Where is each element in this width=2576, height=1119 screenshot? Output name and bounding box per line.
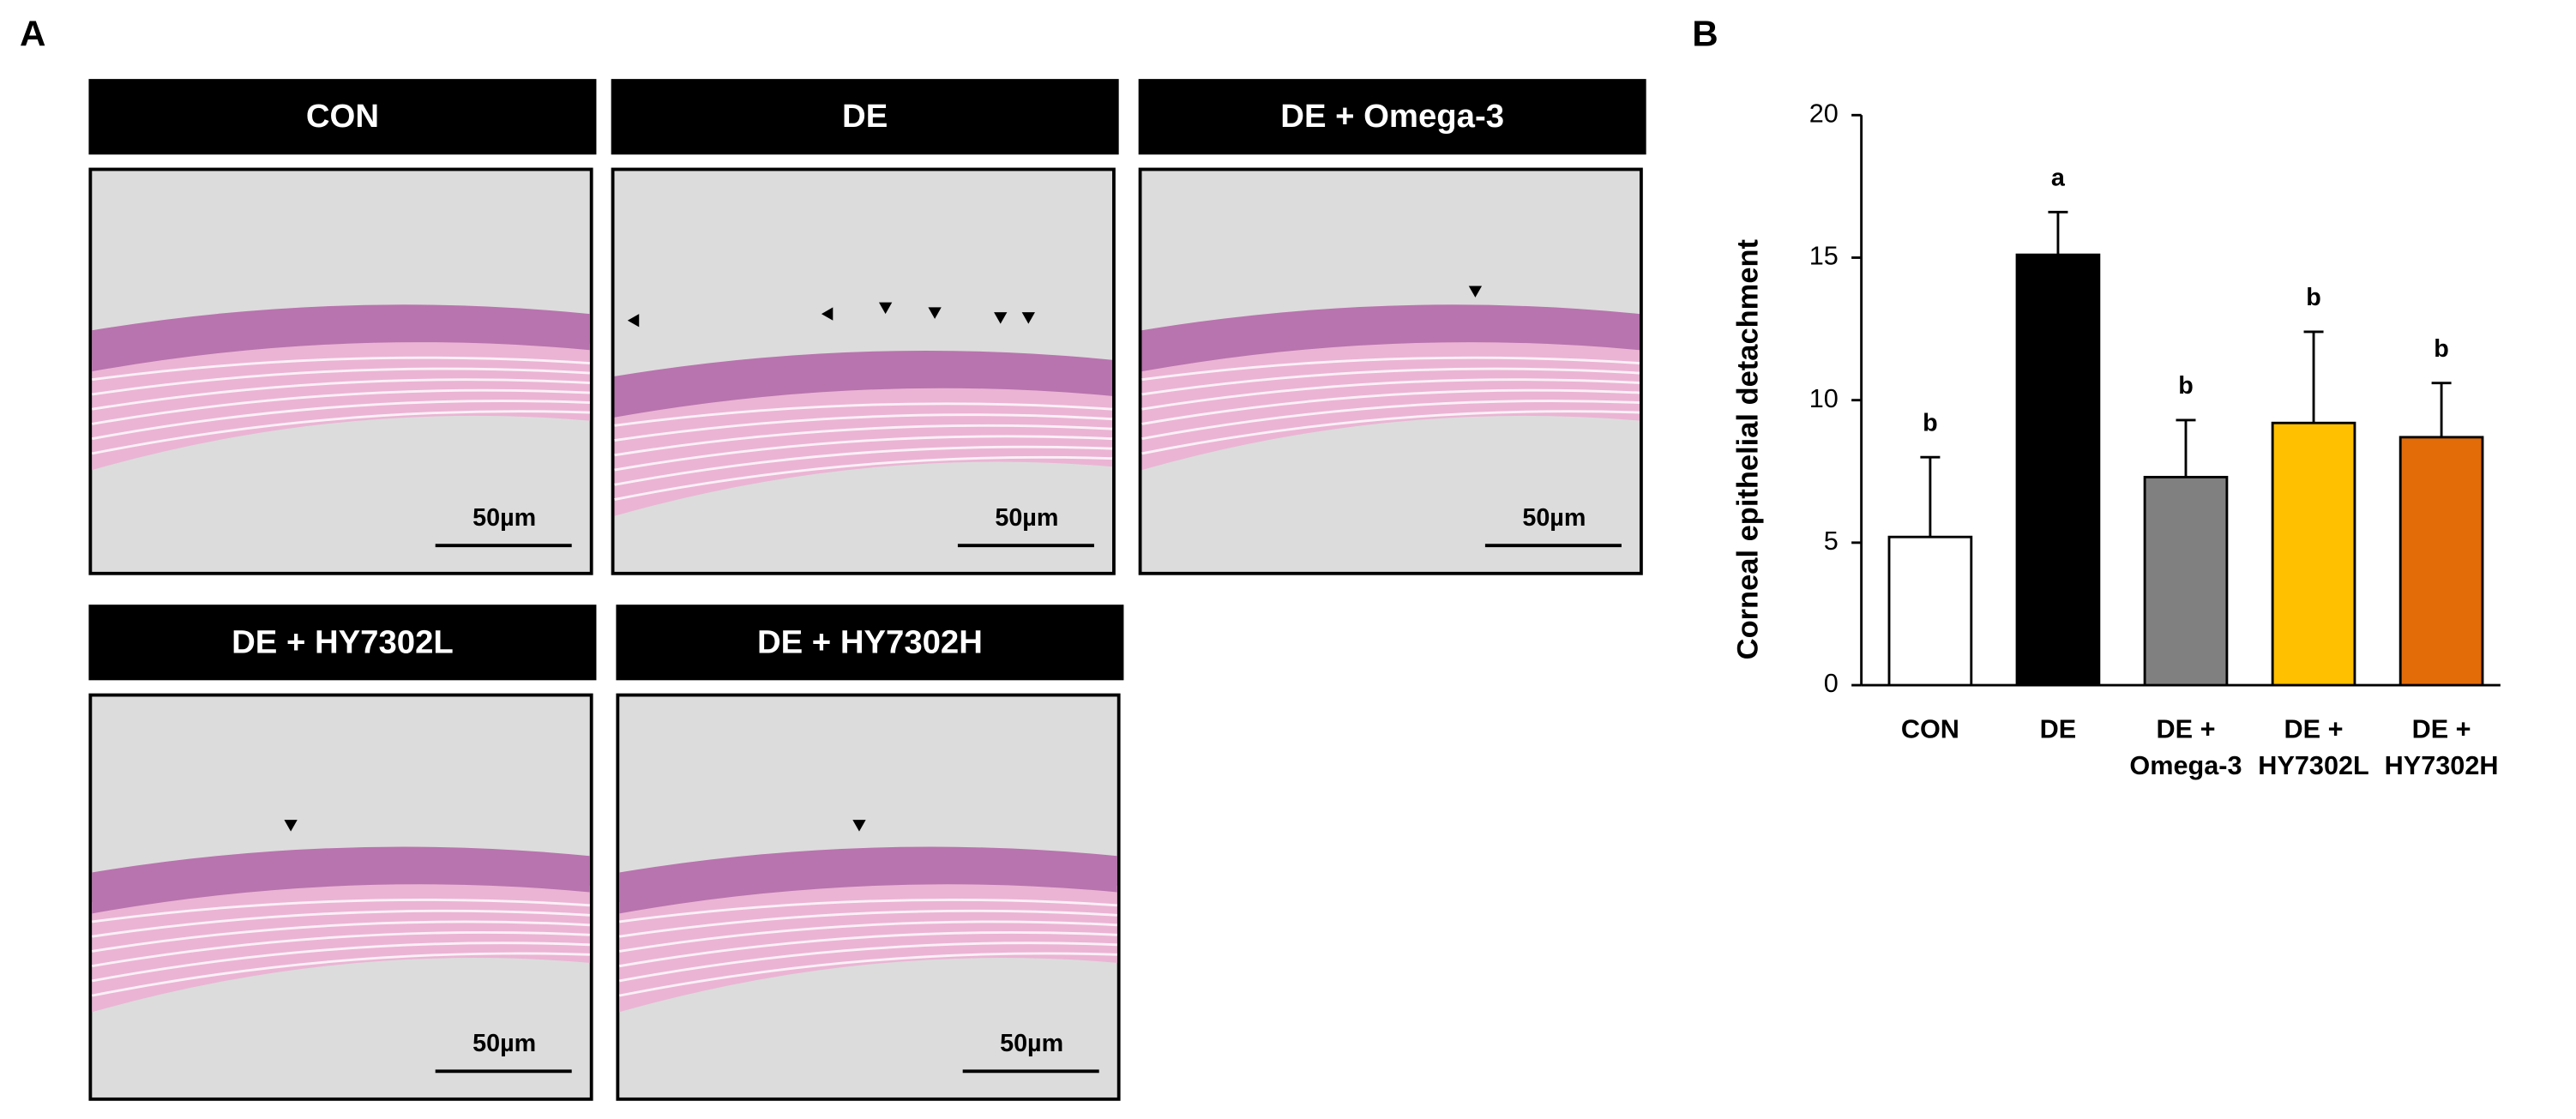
error-bar <box>2431 382 2452 437</box>
significance-letter: b <box>2178 372 2194 400</box>
collagen <box>92 920 590 953</box>
collagen <box>1141 367 1640 396</box>
collagen <box>92 898 590 923</box>
collagen <box>92 930 590 968</box>
y-tick-label: 10 <box>1809 384 1839 413</box>
significance-letter: b <box>1923 409 1938 436</box>
title-bar <box>611 79 1119 155</box>
epithelium <box>619 846 1117 914</box>
scale-bar-label: 50µm <box>995 504 1058 532</box>
image-title: DE <box>842 98 888 135</box>
collagen <box>92 388 590 425</box>
scale-bar-label: 50µm <box>1522 504 1586 532</box>
epithelium <box>92 846 590 914</box>
collagen <box>92 952 590 997</box>
collagen <box>614 435 1113 472</box>
collagen <box>618 952 1117 997</box>
y-tick-label: 5 <box>1824 526 1839 556</box>
collagen <box>92 378 590 411</box>
collagen <box>614 424 1113 457</box>
collagen <box>92 909 590 938</box>
bar <box>2271 421 2356 687</box>
epithelium <box>1141 304 1640 372</box>
significance-letter: b <box>2434 335 2449 363</box>
arrowhead <box>821 307 834 321</box>
collagen <box>619 898 1117 923</box>
image-title: DE + HY7302L <box>232 623 454 660</box>
scale-bar-label: 50µm <box>472 504 536 532</box>
collagen <box>614 402 1113 427</box>
panel-label: B <box>1692 13 1718 53</box>
y-tick-label: 0 <box>1824 669 1839 698</box>
collagen <box>619 942 1117 983</box>
image-title: DE + Omega-3 <box>1280 98 1504 135</box>
x-tick-label: DE + HY7302L <box>2258 715 2368 780</box>
arrowhead <box>1468 286 1483 298</box>
arrowhead <box>627 314 640 328</box>
collagen <box>1141 410 1640 455</box>
image-title: DE + HY7302H <box>757 623 983 660</box>
title-bar <box>1138 79 1646 155</box>
collagen <box>92 410 590 455</box>
scale-bar-label: 50µm <box>1000 1030 1063 1057</box>
y-tick-label: 20 <box>1809 99 1839 128</box>
error-bar <box>2303 330 2324 424</box>
x-tick-label: DE + Omega-3 <box>2129 715 2242 780</box>
collagen <box>92 356 590 382</box>
epithelium <box>614 350 1113 418</box>
bar <box>2015 253 2101 687</box>
arrowhead <box>928 307 942 319</box>
collagen <box>1141 400 1640 441</box>
y-axis-label: Corneal epithelial detachment <box>1731 238 1764 659</box>
arrowhead <box>284 820 298 832</box>
arrowhead <box>994 312 1008 324</box>
bar <box>1887 535 1973 687</box>
collagen <box>619 930 1117 968</box>
arrowhead <box>878 302 893 315</box>
bar <box>2398 436 2484 687</box>
scale-bar-label: 50µm <box>472 1030 536 1057</box>
collagen <box>614 413 1113 442</box>
error-bar <box>2176 418 2196 478</box>
collagen <box>92 942 590 983</box>
error-bar <box>1920 455 1941 538</box>
collagen <box>92 367 590 396</box>
significance-letter: b <box>2306 284 2321 311</box>
panel-label: A <box>20 13 45 53</box>
significance-letter: a <box>2051 165 2066 192</box>
title-bar <box>616 605 1124 681</box>
collagen <box>619 909 1117 938</box>
arrowhead <box>852 820 866 832</box>
image-title: CON <box>306 98 379 135</box>
x-tick-label: DE + HY7302H <box>2385 715 2499 780</box>
collagen <box>1141 378 1640 411</box>
collagen <box>619 920 1117 953</box>
x-tick-label: CON <box>1901 715 1959 744</box>
collagen <box>614 455 1113 501</box>
epithelium <box>92 304 590 372</box>
x-tick-label: DE <box>2040 715 2077 744</box>
arrowhead <box>1021 312 1035 324</box>
collagen <box>1141 388 1640 425</box>
bar <box>2143 475 2229 687</box>
title-bar <box>88 605 597 681</box>
title-bar <box>88 79 597 155</box>
collagen <box>614 445 1113 486</box>
y-tick-label: 15 <box>1809 242 1839 271</box>
collagen <box>1141 356 1640 382</box>
error-bar <box>2048 210 2068 256</box>
collagen <box>92 400 590 441</box>
